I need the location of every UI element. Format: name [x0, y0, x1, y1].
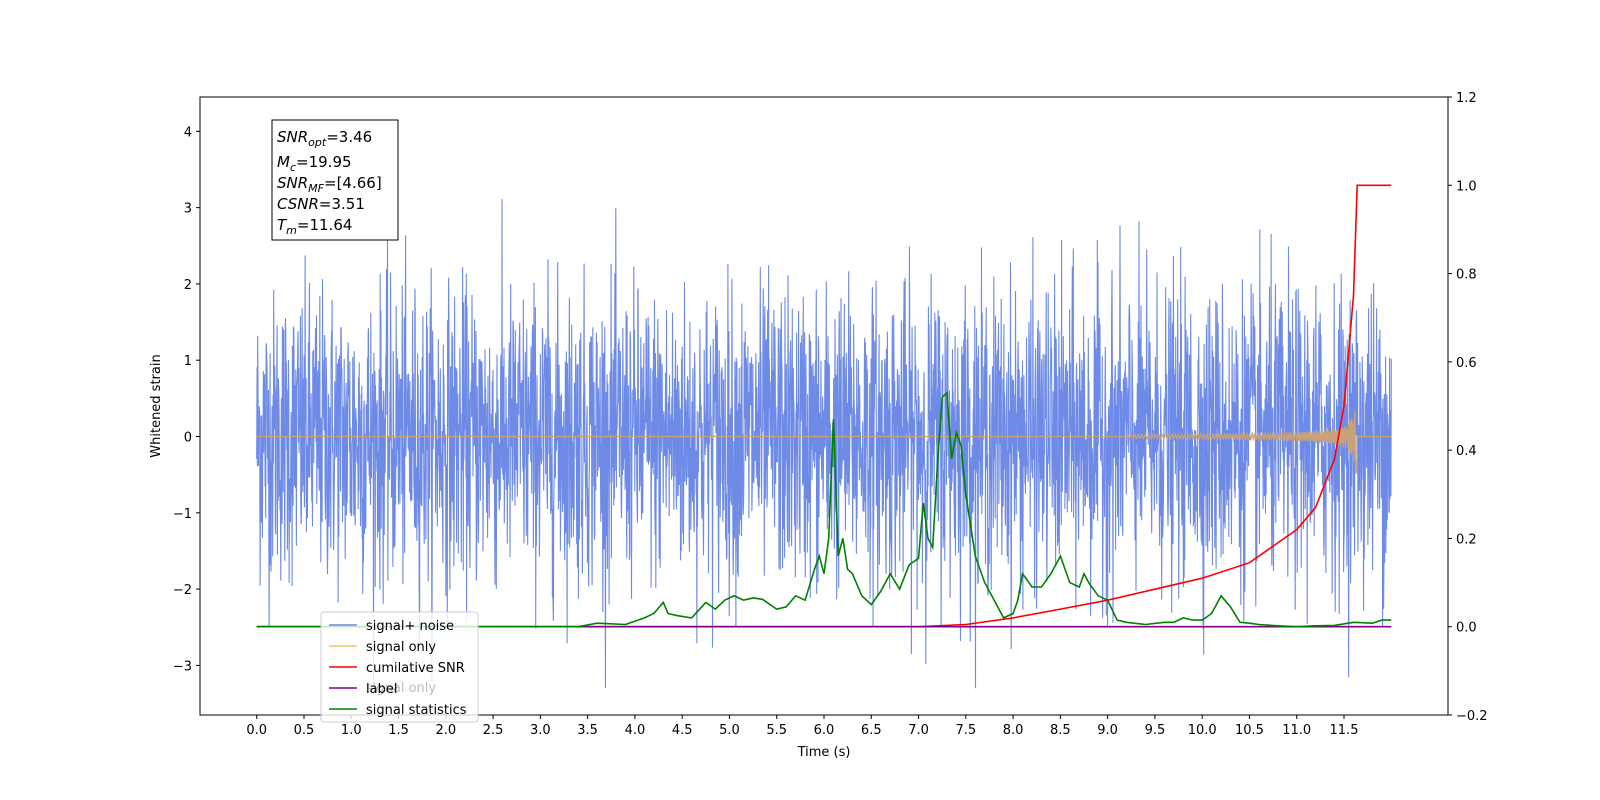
y-axis-left: 4 3 2 1 0 −1 −2 −3: [173, 125, 200, 674]
y-axis-title: Whitened strain: [149, 354, 164, 457]
x-tick-label: 2.5: [483, 723, 504, 738]
stats-annotation: SNRopt=3.46 Mc=19.95 SNRMF=[4.66] CSNR=3…: [271, 119, 399, 241]
x-tick-label: 7.5: [955, 723, 976, 738]
series-signal-only: [256, 410, 1392, 474]
legend-label-signal-noise: signal+ noise: [366, 619, 454, 634]
x-tick-label: 2.0: [435, 723, 456, 738]
x-tick-label: 6.0: [814, 723, 835, 738]
x-tick-label: 3.0: [530, 723, 551, 738]
x-axis-title: Time (s): [797, 745, 851, 760]
x-tick-label: 0.5: [294, 723, 315, 738]
legend: signal only signal+ noise signal only cu…: [320, 611, 479, 723]
annotation-mc: Mc=19.95: [277, 153, 352, 174]
y-axis-right: 1.2 1.0 0.8 0.6 0.4 0.2 0.0 −0.2: [1448, 91, 1488, 724]
x-tick-label: 9.0: [1097, 723, 1118, 738]
x-tick-label: 4.0: [625, 723, 646, 738]
legend-ghost-text: signal only: [366, 681, 436, 696]
y-right-tick-label: 1.2: [1456, 91, 1477, 106]
x-tick-label: 10.5: [1235, 723, 1264, 738]
series-signal-noise: [256, 199, 1392, 689]
x-tick-label: 0.0: [246, 723, 267, 738]
y-right-tick-label: 0.8: [1456, 268, 1477, 283]
x-tick-label: 5.5: [766, 723, 787, 738]
annotation-box: [271, 119, 399, 241]
y-tick-label: 0: [184, 431, 192, 446]
legend-label-signal-statistics: signal statistics: [366, 703, 467, 718]
y-right-tick-label: 0.6: [1456, 356, 1477, 371]
x-tick-label: 11.0: [1282, 723, 1311, 738]
legend-box: [320, 611, 479, 723]
x-tick-label: 7.0: [908, 723, 929, 738]
x-tick-label: 1.5: [388, 723, 409, 738]
y-tick-label: 4: [184, 125, 192, 140]
annotation-snr-mf: SNRMF=[4.66]: [277, 174, 382, 195]
y-right-tick-label: −0.2: [1456, 709, 1488, 724]
x-tick-label: 5.0: [719, 723, 740, 738]
x-tick-label: 8.0: [1003, 723, 1024, 738]
y-right-tick-label: 0.2: [1456, 532, 1477, 547]
y-tick-label: 2: [184, 278, 192, 293]
x-tick-label: 6.5: [861, 723, 882, 738]
y-tick-label: −3: [173, 659, 192, 674]
y-right-tick-label: 1.0: [1456, 179, 1477, 194]
x-tick-label: 1.0: [341, 723, 362, 738]
annotation-tm: Tm=11.64: [277, 216, 352, 237]
x-tick-label: 10.0: [1188, 723, 1217, 738]
y-tick-label: −2: [173, 583, 192, 598]
annotation-csnr: CSNR=3.51: [277, 195, 365, 213]
series-signal-statistics: [256, 391, 1392, 628]
y-tick-label: −1: [173, 507, 192, 522]
y-right-tick-label: 0.4: [1456, 444, 1477, 459]
y-tick-label: 3: [184, 202, 192, 217]
series-cumulative-snr: [256, 184, 1392, 628]
legend-label-cumulative-snr: cumilative SNR: [366, 661, 465, 676]
x-tick-label: 4.5: [672, 723, 693, 738]
x-axis: 0.0 0.5 1.0 1.5 2.0 2.5 3.0 3.5 4.0 4.5 5.0 5.5 6.0 6…: [246, 715, 1358, 738]
y-tick-label: 1: [184, 354, 192, 369]
legend-label-signal-only: signal only: [366, 640, 436, 655]
x-tick-label: 8.5: [1050, 723, 1071, 738]
legend-label-label: label: [366, 682, 397, 697]
annotation-snr-opt: SNRopt=3.46: [277, 128, 372, 149]
x-tick-label: 3.5: [577, 723, 598, 738]
x-tick-label: 11.5: [1330, 723, 1359, 738]
y-right-tick-label: 0.0: [1456, 621, 1477, 636]
x-tick-label: 9.5: [1145, 723, 1166, 738]
